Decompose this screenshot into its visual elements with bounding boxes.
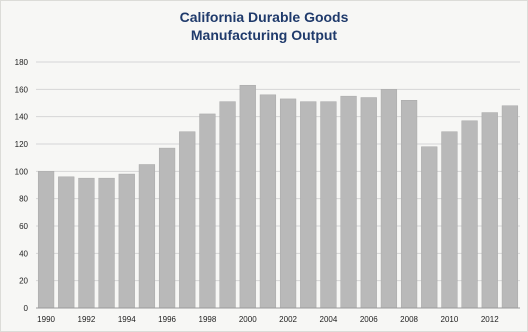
bar-2012 [481, 112, 498, 309]
bar-2005 [340, 95, 357, 309]
y-tick-label: 20 [19, 277, 28, 286]
bar-1998 [199, 113, 216, 309]
bar-2004 [320, 101, 337, 309]
x-tick-label: 2004 [320, 315, 338, 324]
bar-2002 [279, 98, 297, 309]
bar-2008 [400, 100, 418, 309]
x-tick-label: 2002 [279, 315, 297, 324]
y-tick-label: 0 [24, 304, 29, 313]
bar-1997 [179, 131, 196, 309]
y-tick-label: 40 [19, 249, 28, 258]
bar-2001 [259, 94, 277, 309]
bar-2007 [380, 89, 398, 309]
bar-1990 [37, 171, 55, 309]
bar-2000 [239, 84, 256, 309]
y-tick-label: 180 [15, 58, 29, 67]
bar-2010 [441, 131, 458, 309]
x-tick-label: 2006 [360, 315, 378, 324]
y-tick-label: 60 [19, 222, 28, 231]
bar-1995 [138, 164, 156, 309]
x-tick-label: 2012 [481, 315, 499, 324]
x-tick-label: 1996 [158, 315, 176, 324]
y-tick-label: 80 [19, 195, 28, 204]
x-tick-label: 2010 [441, 315, 459, 324]
chart-title: California Durable Goods Manufacturing O… [0, 8, 528, 44]
bar-1991 [58, 176, 75, 309]
bar-1992 [78, 177, 95, 309]
chart-title-line-2: Manufacturing Output [190, 27, 338, 43]
bar-1993 [98, 177, 115, 309]
x-tick-label: 1990 [37, 315, 55, 324]
chart-title-line-1: California Durable Goods [179, 9, 349, 25]
bar-2003 [300, 101, 317, 309]
x-tick-label: 2000 [239, 315, 257, 324]
bar-1999 [219, 101, 236, 309]
bar-2009 [421, 146, 438, 309]
x-tick-label: 2008 [400, 315, 418, 324]
y-tick-label: 120 [15, 140, 29, 149]
x-tick-label: 1994 [118, 315, 136, 324]
bar-2011 [461, 120, 478, 309]
bar-1996 [158, 147, 176, 309]
bar-2006 [360, 97, 377, 309]
y-tick-label: 140 [15, 113, 29, 122]
bar-1994 [118, 173, 135, 309]
x-tick-label: 1992 [78, 315, 96, 324]
bar-2013 [501, 105, 519, 309]
x-tick-label: 1998 [199, 315, 217, 324]
y-tick-label: 100 [15, 167, 29, 176]
y-tick-label: 160 [15, 85, 29, 94]
